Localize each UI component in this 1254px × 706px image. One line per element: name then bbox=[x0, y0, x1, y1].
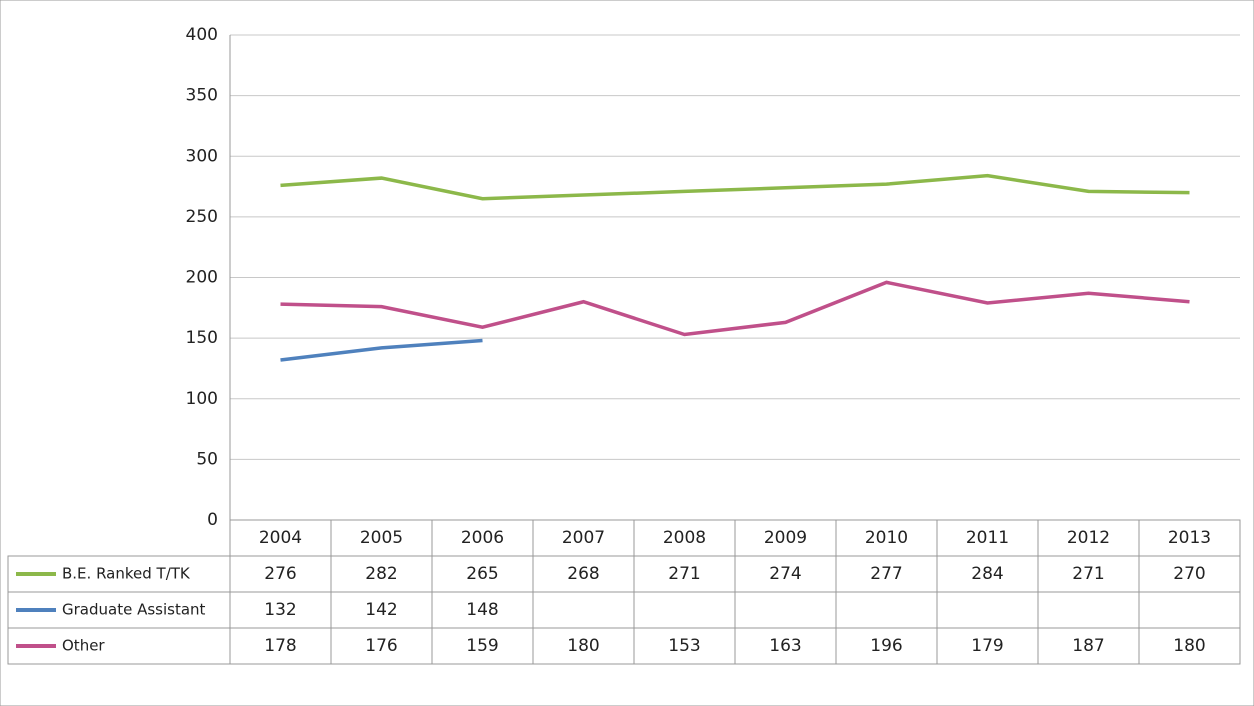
table-value: 270 bbox=[1173, 564, 1205, 584]
x-tick-label: 2007 bbox=[562, 528, 605, 548]
table-value: 276 bbox=[264, 564, 296, 584]
x-tick-label: 2004 bbox=[259, 528, 302, 548]
x-tick-label: 2010 bbox=[865, 528, 908, 548]
y-tick-label: 100 bbox=[186, 389, 218, 409]
table-row bbox=[7, 627, 1241, 665]
series-line bbox=[280, 173, 1190, 201]
series-line bbox=[280, 280, 1190, 337]
table-value: 284 bbox=[971, 564, 1003, 584]
x-tick-label: 2009 bbox=[764, 528, 807, 548]
y-tick-label: 400 bbox=[186, 25, 218, 45]
table-value: 187 bbox=[1072, 636, 1104, 656]
table-value: 196 bbox=[870, 636, 902, 656]
table-value: 153 bbox=[668, 636, 700, 656]
x-tick-label: 2012 bbox=[1067, 528, 1110, 548]
y-tick-label: 50 bbox=[196, 449, 218, 469]
y-tick-label: 300 bbox=[186, 146, 218, 166]
y-tick-label: 350 bbox=[186, 86, 218, 106]
y-tick-label: 200 bbox=[186, 268, 218, 288]
table-value: 265 bbox=[466, 564, 498, 584]
x-tick-label: 2005 bbox=[360, 528, 403, 548]
table-value: 180 bbox=[1173, 636, 1205, 656]
x-tick-label: 2008 bbox=[663, 528, 706, 548]
y-tick-label: 150 bbox=[186, 328, 218, 348]
series-line bbox=[280, 338, 483, 362]
table-value: 179 bbox=[971, 636, 1003, 656]
y-tick-label: 250 bbox=[186, 207, 218, 227]
table-value: 180 bbox=[567, 636, 599, 656]
table-value: 282 bbox=[365, 564, 397, 584]
table-value: 148 bbox=[466, 600, 498, 620]
legend-label: B.E. Ranked T/TK bbox=[62, 565, 191, 583]
table-value: 142 bbox=[365, 600, 397, 620]
legend-label: Other bbox=[62, 637, 105, 655]
x-tick-label: 2013 bbox=[1168, 528, 1211, 548]
table-value: 163 bbox=[769, 636, 801, 656]
y-tick-label: 0 bbox=[207, 510, 218, 530]
x-tick-label: 2011 bbox=[966, 528, 1009, 548]
table-value: 268 bbox=[567, 564, 599, 584]
table-value: 176 bbox=[365, 636, 397, 656]
legend-label: Graduate Assistant bbox=[62, 601, 206, 619]
x-tick-label: 2006 bbox=[461, 528, 504, 548]
table-value: 277 bbox=[870, 564, 902, 584]
table-value: 271 bbox=[668, 564, 700, 584]
table-value: 159 bbox=[466, 636, 498, 656]
table-value: 274 bbox=[769, 564, 801, 584]
table-value: 132 bbox=[264, 600, 296, 620]
table-value: 271 bbox=[1072, 564, 1104, 584]
table-value: 178 bbox=[264, 636, 296, 656]
